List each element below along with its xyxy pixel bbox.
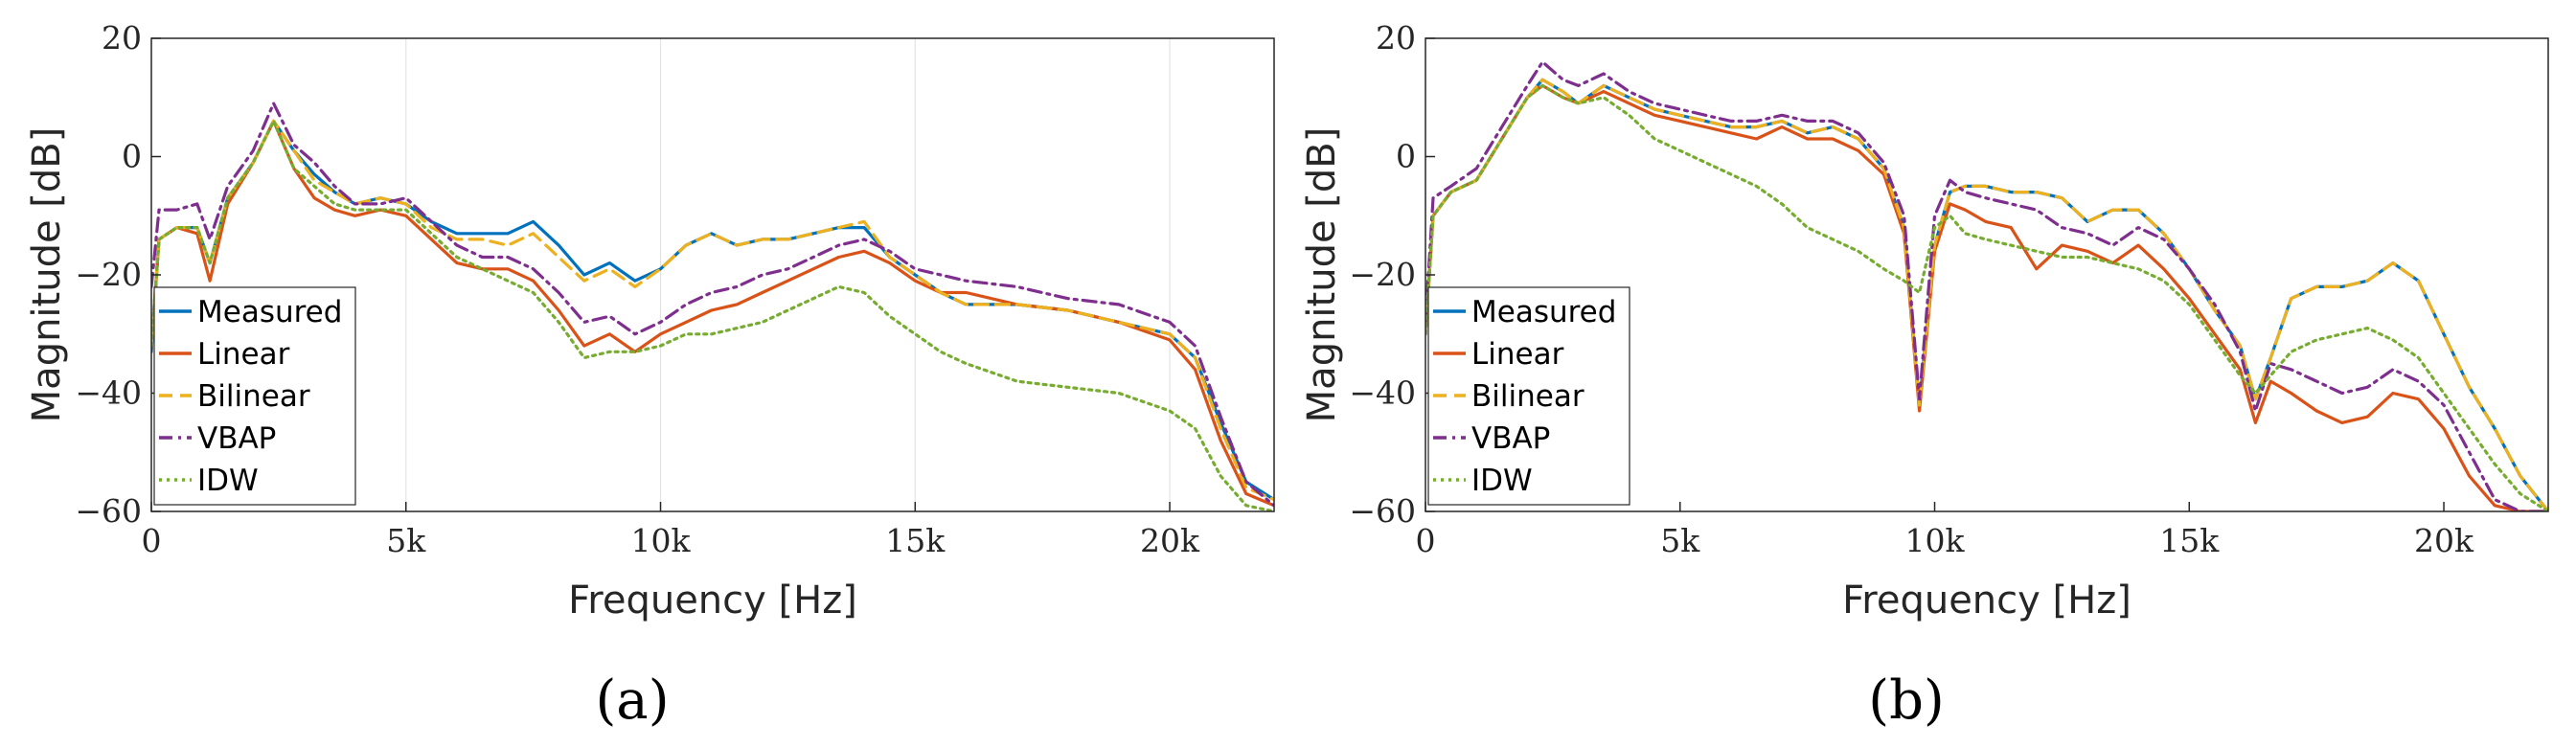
series-line-vbap <box>1425 60 2548 511</box>
series-line-bilinear <box>1425 78 2548 511</box>
x-tick-label: 20k <box>2414 522 2474 559</box>
series-lines <box>1425 60 2548 511</box>
x-tick-label: 20k <box>1140 522 1200 559</box>
x-tick-label: 10k <box>631 522 692 559</box>
x-axis-ticks: 0 5k 10k 15k 20k <box>142 502 1200 559</box>
x-tick-label: 0 <box>1416 522 1436 559</box>
y-tick-label: −20 <box>75 256 142 293</box>
caption-b: (b) <box>1868 669 1945 732</box>
x-tick-label: 15k <box>2159 522 2220 559</box>
series-line-idw <box>151 119 1274 511</box>
series-lines <box>151 102 1274 511</box>
y-tick-label: 20 <box>102 19 142 57</box>
legend: Measured Linear Bilinear VBAP IDW <box>1427 286 1630 506</box>
x-axis-ticks: 0 5k 10k 15k 20k <box>1416 502 2474 559</box>
legend-label-linear: Linear <box>197 337 290 372</box>
legend-label-idw: IDW <box>197 464 259 498</box>
y-tick-label: 0 <box>122 138 142 175</box>
y-axis-ticks: −60 −40 −20 0 20 <box>1349 19 1435 530</box>
x-tick-label: 5k <box>1660 522 1700 559</box>
y-axis-ticks: −60 −40 −20 0 20 <box>75 19 161 530</box>
legend-label-bilinear: Bilinear <box>197 379 310 414</box>
series-line-bilinear <box>151 119 1274 502</box>
caption-a: (a) <box>595 669 669 732</box>
legend-label-bilinear: Bilinear <box>1471 379 1584 414</box>
x-tick-label: 10k <box>1905 522 1966 559</box>
chart-panel-b: 0 5k 10k 15k 20k −60 −40 −20 0 20 Frequency [Hz]… <box>1300 19 2549 732</box>
y-tick-label: −60 <box>1349 492 1416 530</box>
legend-label-idw: IDW <box>1471 464 1533 498</box>
y-tick-label: 20 <box>1376 19 1416 57</box>
y-axis-label: Magnitude [dB] <box>1300 127 1344 423</box>
y-tick-label: −20 <box>1349 256 1416 293</box>
legend-label-linear: Linear <box>1471 337 1564 372</box>
chart-panel-a: 0 5k 10k 15k 20k −60 −40 −20 0 20 Frequency [Hz]… <box>25 19 1275 732</box>
x-axis-label: Frequency [Hz] <box>568 578 857 623</box>
series-line-vbap <box>151 102 1274 508</box>
y-tick-label: −40 <box>1349 374 1416 412</box>
y-tick-label: −40 <box>75 374 142 412</box>
y-tick-label: 0 <box>1396 138 1416 175</box>
y-axis-label: Magnitude [dB] <box>25 127 69 423</box>
legend-label-vbap: VBAP <box>1471 421 1550 456</box>
y-tick-label: −60 <box>75 492 142 530</box>
x-tick-label: 0 <box>142 522 162 559</box>
legend-label-vbap: VBAP <box>197 421 276 456</box>
legend: Measured Linear Bilinear VBAP IDW <box>153 286 356 506</box>
x-axis-label: Frequency [Hz] <box>1842 578 2131 623</box>
x-tick-label: 5k <box>386 522 426 559</box>
x-tick-label: 15k <box>885 522 946 559</box>
series-line-idw <box>1425 83 2548 511</box>
legend-label-measured: Measured <box>197 295 342 329</box>
legend-label-measured: Measured <box>1471 295 1616 329</box>
